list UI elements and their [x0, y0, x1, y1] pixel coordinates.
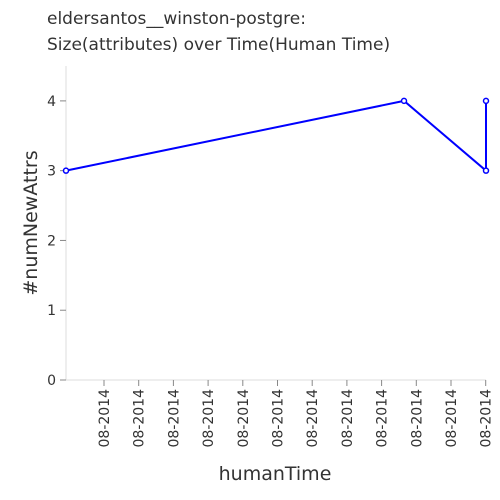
chart-title-line-1: eldersantos__winston-postgre: [47, 9, 306, 29]
x-tick-label: 08-2014 [305, 389, 321, 448]
series-group [62, 97, 490, 174]
data-point [62, 167, 70, 174]
x-tick-label: 08-2014 [166, 389, 182, 448]
series-line [65, 99, 487, 173]
data-point [400, 97, 408, 105]
data-point [482, 167, 490, 174]
y-tick-label: 4 [47, 94, 56, 110]
y-tick-label: 1 [47, 303, 56, 319]
x-tick-label: 08-2014 [97, 389, 113, 448]
x-tick-label: 08-2014 [132, 389, 148, 448]
x-tick-label: 08-2014 [340, 389, 356, 448]
y-tick-label: 3 [47, 164, 56, 180]
chart-title-line-2: Size(attributes) over Time(Human Time) [47, 35, 390, 55]
data-point [482, 97, 490, 105]
y-tick-label: 2 [47, 233, 56, 249]
x-axis-title: humanTime [219, 463, 332, 485]
x-tick-label: 08-2014 [375, 389, 391, 448]
x-tick-label: 08-2014 [201, 389, 217, 448]
x-tick-label: 08-2014 [271, 389, 287, 448]
y-axis-ticks: 0 1 2 3 4 [47, 94, 66, 389]
x-axis-ticks: 08-2014 08-2014 08-2014 08-2014 08-2014 08-20… [97, 380, 495, 448]
x-tick-label: 08-2014 [409, 389, 425, 448]
y-tick-label: 0 [47, 373, 56, 389]
x-tick-label: 08-2014 [444, 389, 460, 448]
x-tick-label: 08-2014 [236, 389, 252, 448]
x-tick-label: 08-2014 [479, 389, 495, 448]
y-axis-title: #numNewAttrs [20, 150, 42, 295]
